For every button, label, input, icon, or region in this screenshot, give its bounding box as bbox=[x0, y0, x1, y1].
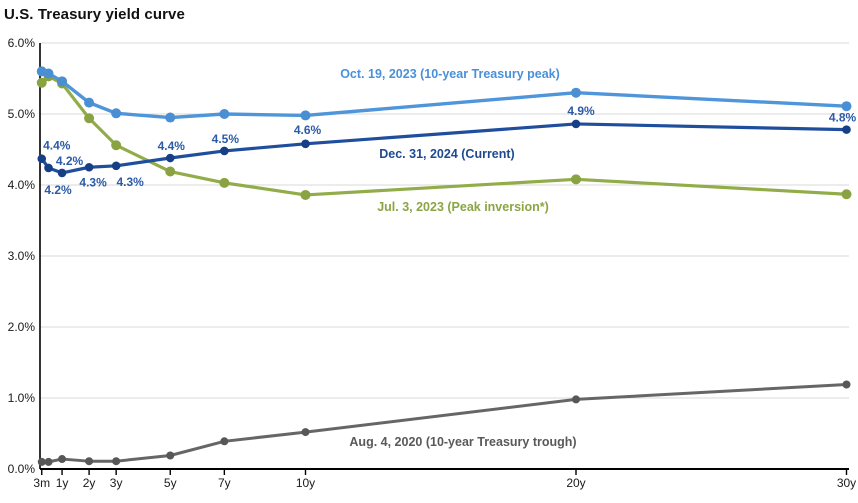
chart-title: U.S. Treasury yield curve bbox=[4, 6, 185, 23]
value-label: 4.9% bbox=[567, 104, 595, 118]
data-point-aug-2020-trough bbox=[85, 457, 94, 466]
data-point-jul-2023-peak-inversion bbox=[300, 189, 311, 200]
series-line-oct-2023-peak bbox=[40, 69, 849, 120]
x-axis-label: 7y bbox=[218, 476, 231, 490]
x-axis-label: 5y bbox=[164, 476, 177, 490]
y-axis-label: 3.0% bbox=[8, 249, 36, 263]
data-point-jul-2023-peak-inversion bbox=[84, 113, 95, 124]
data-point-aug-2020-trough bbox=[112, 457, 121, 466]
data-point-oct-2023-peak bbox=[111, 108, 122, 119]
data-point-dec-2024-current bbox=[84, 162, 94, 172]
data-point-dec-2024-current bbox=[111, 161, 121, 171]
data-point-jul-2023-peak-inversion bbox=[841, 189, 852, 200]
data-point-jul-2023-peak-inversion bbox=[165, 166, 176, 177]
x-axis-label: 1y bbox=[56, 476, 69, 490]
value-label: 4.4% bbox=[158, 139, 186, 153]
data-point-oct-2023-peak bbox=[219, 109, 230, 119]
data-point-dec-2024-current bbox=[301, 139, 310, 149]
x-axis-label: 2y bbox=[83, 476, 96, 490]
data-point-aug-2020-trough bbox=[220, 437, 229, 446]
data-point-aug-2020-trough bbox=[572, 395, 580, 404]
series-label-oct-2023-peak: Oct. 19, 2023 (10-year Treasury peak) bbox=[340, 67, 560, 81]
y-axis-label: 0.0% bbox=[8, 462, 36, 476]
data-point-dec-2024-current bbox=[165, 153, 175, 163]
value-label: 4.3% bbox=[116, 175, 144, 189]
y-axis-label: 4.0% bbox=[8, 178, 36, 192]
data-point-dec-2024-current bbox=[44, 163, 53, 173]
series-label-dec-2024-current: Dec. 31, 2024 (Current) bbox=[379, 147, 514, 161]
data-point-aug-2020-trough bbox=[37, 457, 46, 466]
value-label: 4.6% bbox=[294, 123, 322, 137]
data-point-dec-2024-current bbox=[842, 125, 851, 134]
y-axis-label: 1.0% bbox=[8, 391, 36, 405]
data-point-jul-2023-peak-inversion bbox=[36, 77, 47, 88]
data-point-dec-2024-current bbox=[571, 119, 581, 129]
value-label: 4.2% bbox=[56, 154, 84, 168]
data-point-oct-2023-peak bbox=[43, 68, 54, 79]
data-point-oct-2023-peak bbox=[165, 112, 176, 123]
value-label: 4.8% bbox=[829, 111, 857, 125]
data-point-aug-2020-trough bbox=[301, 428, 310, 437]
x-axis-label: 3m bbox=[33, 476, 50, 490]
data-point-dec-2024-current bbox=[57, 168, 67, 178]
x-axis-label: 10y bbox=[296, 476, 315, 490]
data-point-jul-2023-peak-inversion bbox=[571, 174, 581, 185]
data-point-aug-2020-trough bbox=[166, 451, 175, 460]
data-point-jul-2023-peak-inversion bbox=[111, 140, 122, 151]
y-axis-label: 6.0% bbox=[8, 36, 36, 50]
series-label-jul-2023-peak-inversion: Jul. 3, 2023 (Peak inversion*) bbox=[377, 200, 549, 214]
data-point-oct-2023-peak bbox=[841, 101, 852, 112]
series-line-dec-2024-current bbox=[40, 122, 849, 175]
data-point-aug-2020-trough bbox=[44, 457, 53, 466]
value-label: 4.3% bbox=[79, 175, 107, 189]
data-point-oct-2023-peak bbox=[84, 97, 95, 108]
x-axis-label: 30y bbox=[837, 476, 856, 490]
data-point-jul-2023-peak-inversion bbox=[219, 177, 230, 188]
data-point-aug-2020-trough bbox=[58, 455, 67, 464]
value-label: 4.5% bbox=[212, 132, 240, 146]
y-axis-label: 5.0% bbox=[8, 107, 36, 121]
data-point-dec-2024-current bbox=[220, 146, 229, 156]
data-point-oct-2023-peak bbox=[300, 110, 311, 121]
value-label: 4.2% bbox=[44, 183, 72, 197]
data-point-oct-2023-peak bbox=[57, 76, 68, 87]
value-label: 4.4% bbox=[43, 139, 71, 153]
x-axis-label: 20y bbox=[566, 476, 585, 490]
data-point-dec-2024-current bbox=[37, 154, 47, 164]
data-point-oct-2023-peak bbox=[571, 87, 581, 98]
y-axis-label: 2.0% bbox=[8, 320, 36, 334]
series-line-jul-2023-peak-inversion bbox=[40, 74, 849, 197]
series-label-aug-2020-trough: Aug. 4, 2020 (10-year Treasury trough) bbox=[349, 435, 576, 449]
data-point-aug-2020-trough bbox=[842, 380, 851, 389]
series-line-aug-2020-trough bbox=[40, 383, 848, 464]
x-axis-label: 3y bbox=[110, 476, 123, 490]
